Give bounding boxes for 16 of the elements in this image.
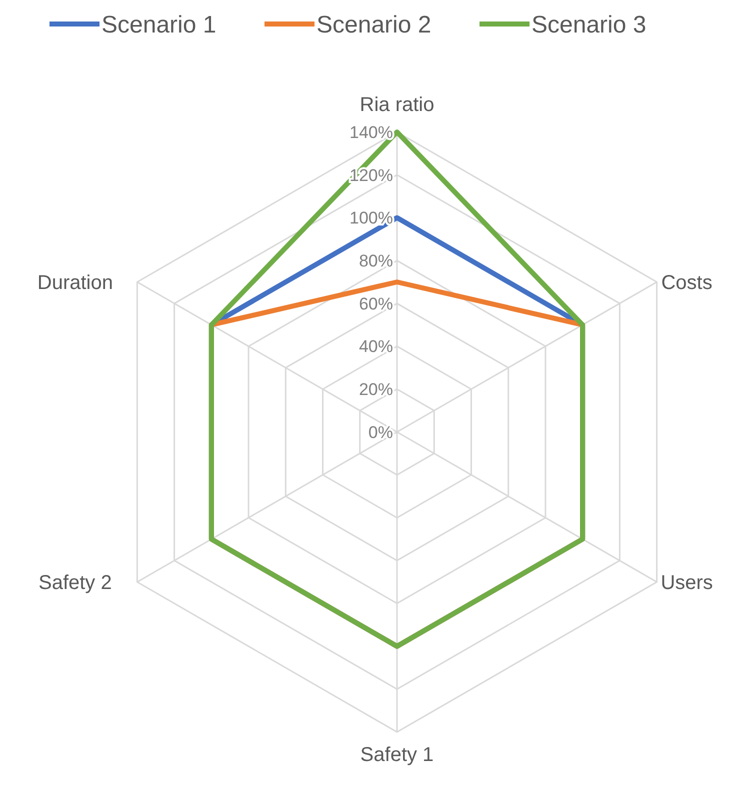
spoke-label: Costs bbox=[661, 272, 712, 294]
spoke-label: Safety 1 bbox=[360, 744, 434, 766]
y-tick-label: 80% bbox=[358, 252, 393, 271]
y-tick-label: 60% bbox=[358, 294, 393, 314]
legend-label: Scenario 1 bbox=[102, 11, 216, 38]
spoke-label: Safety 2 bbox=[38, 572, 112, 594]
y-tick-label: 40% bbox=[358, 337, 393, 356]
spoke-label: Users bbox=[660, 572, 713, 594]
y-tick-label: 0% bbox=[368, 422, 393, 442]
legend-label: Scenario 2 bbox=[316, 11, 432, 38]
y-tick-label: 140% bbox=[350, 122, 393, 142]
legend-label: Scenario 3 bbox=[532, 11, 646, 38]
spoke-label: Duration bbox=[37, 272, 113, 294]
y-tick-label: 20% bbox=[358, 380, 393, 400]
y-tick-label: 100% bbox=[350, 208, 393, 228]
spoke-label: Ria ratio bbox=[360, 94, 434, 116]
